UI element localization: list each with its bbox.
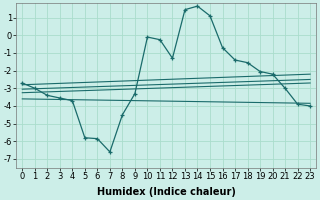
X-axis label: Humidex (Indice chaleur): Humidex (Indice chaleur) xyxy=(97,187,236,197)
